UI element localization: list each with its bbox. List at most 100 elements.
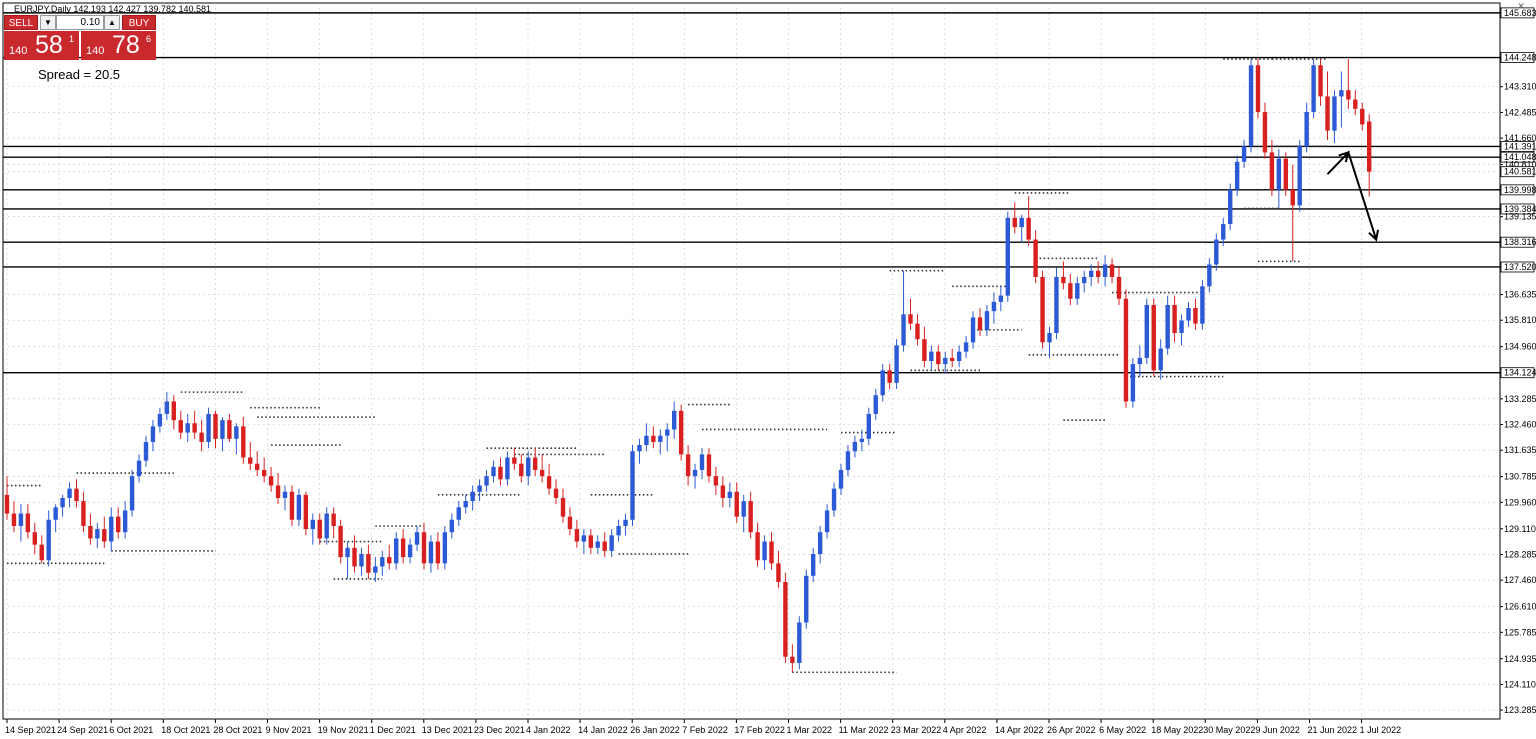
x-tick-label: 19 Nov 2021 (318, 725, 369, 735)
x-axis: 14 Sep 2021 24 Sep 2021 6 Oct 2021 18 Oct 2… (5, 719, 1401, 735)
candle-bull (143, 441, 149, 461)
candle-bull (394, 538, 399, 564)
x-tick-label: 13 Dec 2021 (422, 725, 473, 735)
lot-decrease-button[interactable]: ▼ (40, 15, 56, 30)
candle-bear (706, 454, 712, 477)
candle-bear (1040, 276, 1045, 343)
candle-bear (936, 351, 941, 365)
candle-bear (366, 554, 371, 573)
y-tick-label: 138.316 (1504, 237, 1536, 247)
x-tick-label: 23 Mar 2022 (891, 725, 942, 735)
candle-bull (880, 370, 885, 396)
candle-bull (53, 507, 58, 520)
candle-bull (1054, 276, 1059, 333)
candle-bull (491, 466, 496, 477)
candle-bull (1228, 189, 1233, 225)
candle-bear (400, 538, 406, 558)
candle-bull (741, 501, 746, 517)
grid (3, 3, 1500, 719)
x-tick-label: 11 Mar 2022 (839, 725, 889, 735)
candle-bear (178, 420, 183, 433)
candle-bear (289, 491, 295, 520)
candle-bull (692, 469, 698, 477)
candle-bull (963, 342, 969, 352)
y-tick-label: 139.384 (1504, 204, 1536, 214)
candle-bear (567, 516, 573, 530)
buy-button[interactable]: BUY (122, 15, 156, 30)
candle-bull (414, 532, 420, 545)
candle-bull (526, 457, 531, 477)
candle-bull (234, 426, 239, 439)
candle-bear (574, 529, 580, 542)
candle-bull (122, 510, 128, 533)
x-tick-label: 1 Jul 2022 (1360, 725, 1402, 735)
chart-title: EURJPY,Daily 142.193 142.427 139.782 140… (14, 4, 211, 14)
candle-bear (602, 541, 607, 551)
x-tick-label: 30 May 2022 (1203, 725, 1255, 735)
candle-bear (74, 488, 79, 502)
one-click-trading-panel: SELL ▼ ▲ BUY 140 58 1 140 78 6 (4, 15, 156, 60)
candle-bear (352, 547, 357, 567)
x-tick-label: 1 Mar 2022 (787, 725, 833, 735)
y-tick-label: 125.785 (1504, 627, 1536, 637)
candle-bull (456, 507, 461, 520)
candle-bear (261, 469, 267, 477)
candle-bear (241, 426, 246, 458)
candle-bull (470, 491, 475, 502)
buy-price-box[interactable]: 140 78 6 (81, 31, 156, 60)
candle-bear (317, 519, 322, 539)
x-tick-label: 14 Sep 2021 (5, 725, 56, 735)
candle-bull (442, 532, 448, 564)
sell-price-box[interactable]: 140 58 1 (4, 31, 79, 60)
y-tick-label: 132.460 (1504, 420, 1536, 430)
candle-bull (1207, 264, 1212, 287)
candle-bear (1095, 270, 1101, 277)
candle-bear (1262, 111, 1268, 153)
y-tick-label: 140.581 (1504, 167, 1536, 177)
candle-bull (109, 516, 114, 542)
candle-bear (1123, 298, 1129, 402)
candle-bear (199, 432, 204, 442)
candle-bear (39, 544, 44, 561)
candle-bull (477, 485, 482, 492)
candle-bull (623, 519, 628, 526)
candle-bull (164, 401, 170, 414)
candle-bear (498, 466, 503, 480)
y-tick-label: 142.485 (1504, 107, 1536, 117)
y-level-box (1500, 141, 1535, 152)
x-tick-label: 9 Nov 2021 (266, 725, 312, 735)
candle-bull (380, 557, 385, 567)
candle-bear (1026, 217, 1031, 240)
candle-bear (977, 317, 983, 330)
candle-bear (922, 339, 927, 361)
candle-bull (811, 554, 816, 576)
candle-bear (1109, 264, 1115, 277)
candle-bear (769, 541, 774, 564)
candle-bear (435, 541, 441, 564)
x-tick-label: 24 Sep 2021 (57, 725, 108, 735)
candle-bull (894, 345, 899, 383)
candle-bear (685, 454, 691, 477)
x-tick-label: 7 Feb 2022 (682, 725, 728, 735)
candle-bull (359, 554, 364, 567)
sell-price-main: 58 (35, 31, 63, 59)
candle-bull (46, 519, 51, 561)
x-tick-label: 14 Jan 2022 (578, 725, 628, 735)
candle-bear (748, 501, 753, 533)
candle-bear (102, 529, 107, 542)
close-icon[interactable]: ✕ (1517, 1, 1525, 11)
lot-size-input[interactable] (56, 15, 104, 30)
candle-bull (484, 476, 489, 486)
candle-bull (991, 301, 997, 312)
x-tick-label: 9 Jun 2022 (1255, 725, 1300, 735)
lot-increase-button[interactable]: ▲ (104, 15, 120, 30)
sell-price-prefix: 140 (9, 45, 28, 57)
y-tick-label: 139.998 (1504, 185, 1536, 195)
candle-bull (672, 410, 677, 430)
candle-bear (1367, 121, 1372, 172)
candle-bear (678, 410, 684, 455)
candle-bull (1241, 146, 1247, 162)
sell-button[interactable]: SELL (4, 15, 38, 30)
candle-bull (60, 497, 65, 508)
